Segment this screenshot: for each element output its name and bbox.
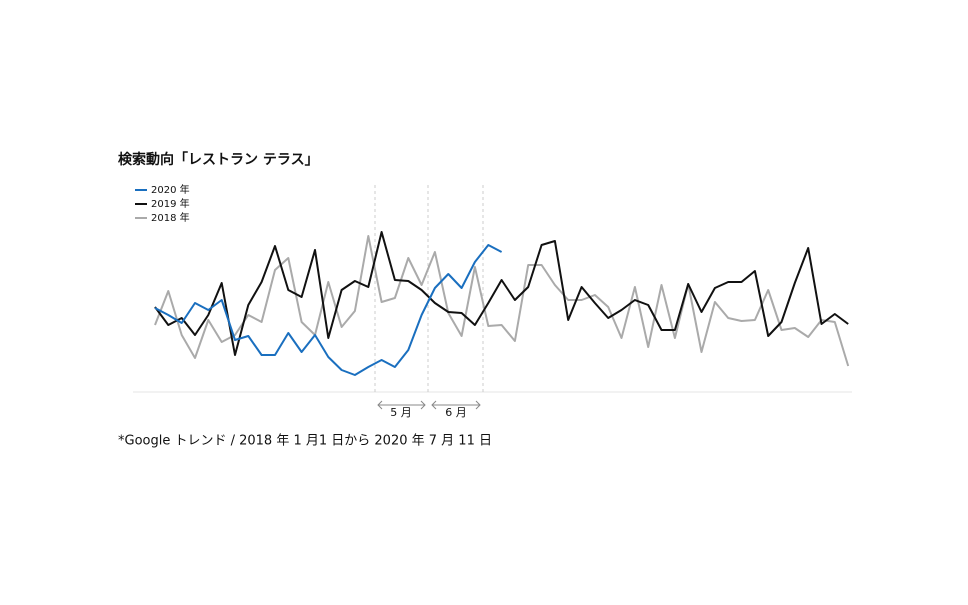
month-brackets bbox=[377, 400, 481, 410]
legend-label: 2020 年 bbox=[151, 183, 190, 196]
month-label: 6 月 bbox=[445, 406, 467, 419]
chart-title: 検索動向「レストラン テラス」 bbox=[118, 151, 319, 168]
series-line bbox=[154, 244, 503, 376]
series-line bbox=[154, 235, 850, 367]
bracket bbox=[377, 400, 426, 410]
footnote: *Google トレンド / 2018 年 1 月1 日から 2020 年 7 … bbox=[118, 434, 492, 449]
legend-label: 2019 年 bbox=[151, 197, 190, 210]
bracket bbox=[431, 400, 481, 410]
series-line bbox=[154, 231, 849, 356]
legend-label: 2018 年 bbox=[151, 211, 190, 224]
month-dividers bbox=[374, 185, 484, 392]
month-label: 5 月 bbox=[390, 406, 412, 419]
